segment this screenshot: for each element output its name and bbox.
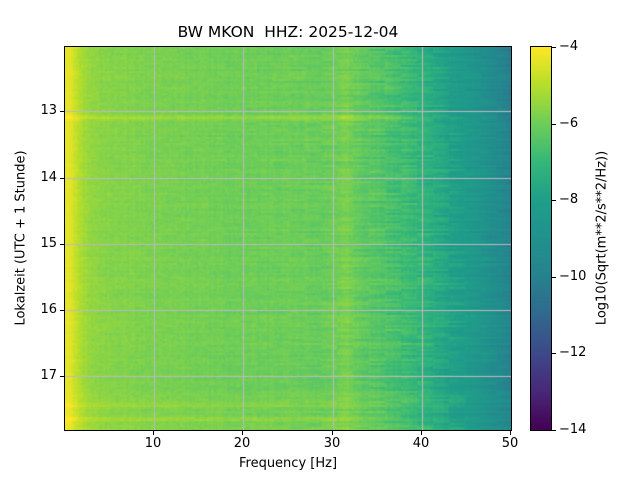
colorbar-tick-mark	[552, 124, 556, 125]
x-tick-mark	[153, 431, 154, 435]
x-axis-label: Frequency [Hz]	[238, 456, 338, 471]
chart-title: BW MKON HHZ: 2025-12-04	[177, 23, 399, 41]
y-tick-label: 14	[40, 170, 57, 185]
spectrogram-image	[65, 47, 511, 430]
x-tick-label: 50	[501, 436, 519, 451]
x-tick-mark	[421, 431, 422, 435]
spectrogram-plot-area	[64, 46, 512, 431]
y-tick-mark	[60, 178, 64, 179]
colorbar-tick-mark	[552, 47, 556, 48]
y-tick-label: 17	[40, 368, 57, 383]
colorbar-tick-label: −10	[559, 269, 587, 284]
x-tick-mark	[332, 431, 333, 435]
x-tick-label: 40	[412, 436, 430, 451]
colorbar-tick-mark	[552, 277, 556, 278]
y-tick-label: 16	[40, 302, 57, 317]
x-tick-label: 30	[323, 436, 341, 451]
colorbar-tick-label: −12	[559, 345, 587, 360]
y-tick-label: 15	[40, 236, 57, 251]
colorbar-tick-mark	[552, 430, 556, 431]
y-tick-mark	[60, 376, 64, 377]
colorbar-tick-label: −8	[559, 192, 579, 207]
x-tick-label: 20	[233, 436, 251, 451]
colorbar-gradient	[531, 47, 551, 430]
colorbar-tick-label: −14	[559, 422, 587, 437]
y-tick-mark	[60, 244, 64, 245]
colorbar-tick-label: −6	[559, 116, 579, 131]
colorbar-tick-mark	[552, 353, 556, 354]
y-tick-label: 13	[40, 103, 57, 118]
x-tick-mark	[510, 431, 511, 435]
colorbar-label: Log10(Sqrt(m**2/s**2/Hz))	[594, 150, 610, 326]
colorbar-tick-mark	[552, 200, 556, 201]
x-tick-mark	[242, 431, 243, 435]
y-tick-mark	[60, 310, 64, 311]
colorbar	[530, 46, 552, 431]
y-tick-mark	[60, 111, 64, 112]
x-tick-label: 10	[144, 436, 162, 451]
colorbar-tick-label: −4	[559, 39, 579, 54]
